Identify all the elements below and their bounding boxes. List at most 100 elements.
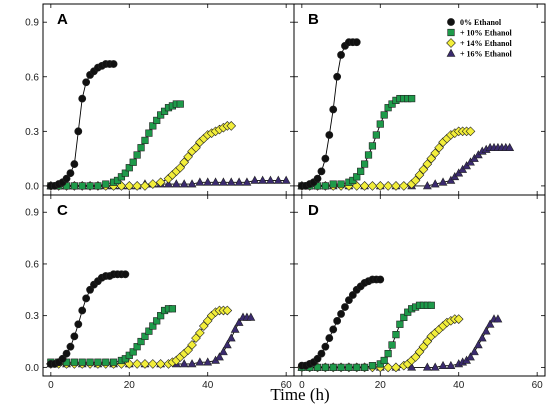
panel-letter: B (308, 11, 319, 28)
data-point (422, 181, 432, 190)
data-point (360, 363, 369, 371)
data-point (325, 131, 334, 139)
data-point (313, 354, 322, 363)
data-point (317, 349, 326, 358)
data-point (418, 164, 429, 175)
data-point (109, 60, 118, 68)
data-point (234, 177, 244, 186)
y-tick-label: 0.3 (25, 311, 39, 322)
data-point (179, 359, 189, 368)
data-point (121, 169, 129, 177)
data-point (360, 160, 369, 168)
data-point (383, 362, 393, 373)
series-line (50, 63, 114, 187)
data-point (94, 182, 102, 190)
panel-c: 0.0 0.3 0.6 0.9 0 20 40 60 C (25, 194, 295, 391)
legend-item: + 16% Ethanol (446, 48, 512, 59)
legend-item: + 14% Ethanol (446, 38, 512, 48)
data-point (345, 296, 353, 305)
data-point (234, 317, 244, 326)
data-point (121, 270, 130, 279)
legend: 0% Ethanol + 10% Ethanol+ 14% Ethanol + 16… (446, 18, 512, 59)
data-point (132, 359, 142, 369)
panel-frame (293, 194, 546, 377)
data-point (62, 174, 71, 183)
data-point (313, 174, 322, 183)
data-point (352, 38, 361, 47)
legend-marker (447, 18, 455, 26)
data-point (226, 333, 236, 342)
legend-item: + 10% Ethanol (447, 28, 512, 38)
data-point (203, 357, 213, 366)
data-point (129, 158, 137, 166)
data-point (414, 170, 425, 180)
data-point (438, 177, 448, 186)
data-point (408, 94, 416, 103)
data-point (179, 179, 189, 188)
data-point (375, 181, 386, 191)
data-point (102, 180, 110, 188)
data-point (466, 352, 475, 361)
data-point (147, 179, 158, 189)
data-point (222, 305, 233, 316)
data-point (410, 175, 421, 186)
data-point (396, 320, 404, 328)
x-tick-label: 60 (532, 380, 544, 391)
data-point (353, 363, 361, 371)
data-point (86, 182, 94, 190)
data-point (453, 314, 464, 324)
x-tick-label: 0 (299, 380, 305, 391)
data-point (155, 177, 166, 188)
data-point (422, 362, 432, 371)
data-point (473, 340, 483, 349)
panel-d: 0 20 40 60 D (293, 194, 546, 391)
data-point (250, 175, 260, 184)
data-point (168, 305, 177, 313)
data-point (392, 331, 400, 339)
data-point (133, 343, 141, 351)
data-point (171, 179, 181, 188)
data-point (313, 363, 322, 371)
x-tick-label: 60 (281, 380, 293, 391)
data-point (485, 319, 495, 328)
data-point (187, 359, 197, 368)
data-point (465, 126, 476, 137)
data-point (129, 348, 137, 356)
data-point (109, 358, 118, 366)
data-point (505, 142, 515, 152)
x-tick-label: 40 (202, 380, 214, 391)
y-tick-label: 0.6 (25, 72, 39, 83)
data-point (226, 177, 236, 186)
data-point (211, 177, 220, 186)
data-point (258, 175, 268, 184)
data-point (434, 142, 444, 153)
data-point (481, 326, 491, 335)
data-point (388, 341, 396, 349)
data-point (329, 180, 337, 188)
panel-frame (42, 194, 295, 377)
data-point (329, 363, 337, 371)
data-point (337, 310, 345, 318)
data-point (470, 347, 479, 356)
data-point (219, 347, 228, 356)
data-point (226, 121, 237, 131)
data-point (70, 160, 79, 168)
y-tick-label: 0.0 (25, 363, 39, 374)
data-point (349, 176, 357, 185)
legend-label: + 10% Ethanol (460, 29, 512, 38)
data-point (388, 100, 396, 108)
data-point (337, 363, 345, 371)
data-point (329, 325, 338, 334)
y-tick-label: 0.9 (25, 18, 39, 29)
data-point (341, 303, 349, 311)
data-point (78, 94, 87, 103)
data-point (195, 328, 205, 338)
data-point (376, 120, 384, 128)
data-point (329, 105, 338, 114)
data-point (140, 181, 150, 191)
legend-marker (447, 28, 455, 37)
data-point (422, 159, 433, 169)
legend-item: 0% Ethanol (447, 18, 502, 27)
data-point (86, 285, 94, 294)
